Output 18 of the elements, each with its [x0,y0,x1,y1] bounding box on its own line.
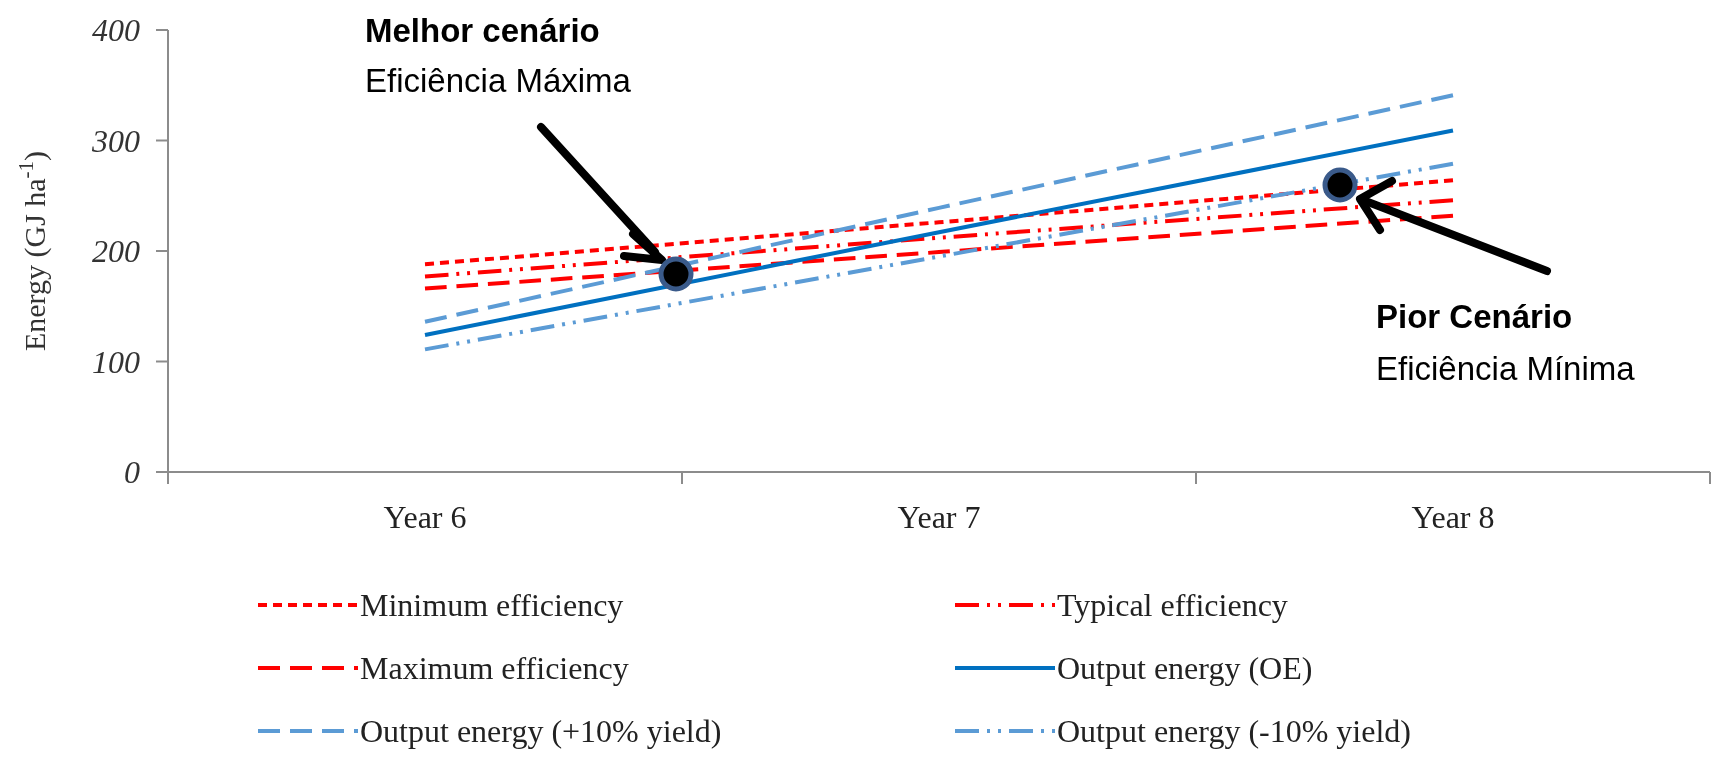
legend-label: Output energy (-10% yield) [1057,713,1411,750]
x-tick-label: Year 7 [897,499,981,535]
legend-label: Typical efficiency [1057,587,1288,624]
y-tick-label: 400 [92,12,140,49]
annotation: Melhor cenário [365,12,600,49]
y-tick-label: 100 [92,343,140,380]
annotation: Eficiência Máxima [365,62,632,99]
y-tick-label: 200 [92,233,140,270]
annotation: Pior Cenário [1376,298,1573,335]
x-tick-label: Year 8 [1411,499,1495,535]
annotation: Eficiência Mínima [1376,350,1636,387]
legend-label: Output energy (+10% yield) [360,713,722,750]
legend-label: Maximum efficiency [360,650,629,687]
legend-label: Output energy (OE) [1057,650,1313,687]
y-tick-label: 300 [91,122,140,159]
y-tick-label: 0 [124,454,140,491]
legend-label: Minimum efficiency [360,587,624,624]
x-tick-label: Year 6 [383,499,467,535]
